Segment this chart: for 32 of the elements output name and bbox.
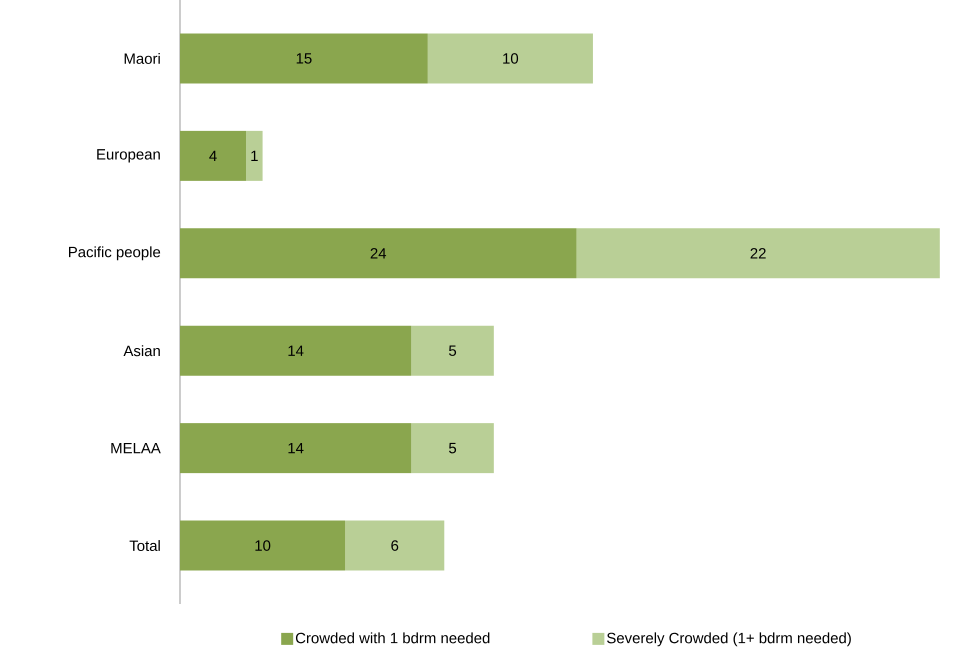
bar: [576, 228, 940, 278]
data-label: 1: [251, 150, 258, 162]
data-label: 6: [391, 540, 398, 551]
bar: [180, 33, 428, 84]
bar: [411, 326, 494, 376]
bar: [411, 423, 494, 474]
data-label: 10: [255, 540, 270, 551]
data-label: 14: [288, 346, 304, 356]
data-label: 24: [370, 248, 386, 259]
y-tick-label: European: [97, 149, 160, 163]
y-tick-label: Asian: [123, 345, 160, 356]
bar: [428, 33, 593, 84]
bar: [180, 423, 412, 474]
data-label: 5: [448, 442, 456, 454]
y-tick-label: Pacific people: [68, 246, 160, 260]
y-tick-label: Maori: [124, 52, 160, 64]
legend-label: Severely Crowded (1+ bdrm needed): [607, 632, 851, 646]
data-label: 10: [503, 53, 518, 64]
data-label: 5: [448, 345, 456, 356]
bar: [180, 520, 346, 571]
bar: [246, 130, 263, 181]
bar: [180, 326, 412, 376]
data-label: 22: [750, 248, 766, 259]
bar: [180, 130, 246, 181]
bar: [345, 520, 444, 571]
y-tick-label: Total: [130, 540, 160, 552]
data-label: 14: [288, 442, 304, 454]
data-label: 4: [209, 150, 217, 162]
bar: [180, 228, 576, 278]
data-label: 15: [296, 53, 312, 64]
y-tick-label: MELAA: [111, 442, 161, 454]
legend-label: Crowded with 1 bdrm needed: [296, 632, 490, 644]
